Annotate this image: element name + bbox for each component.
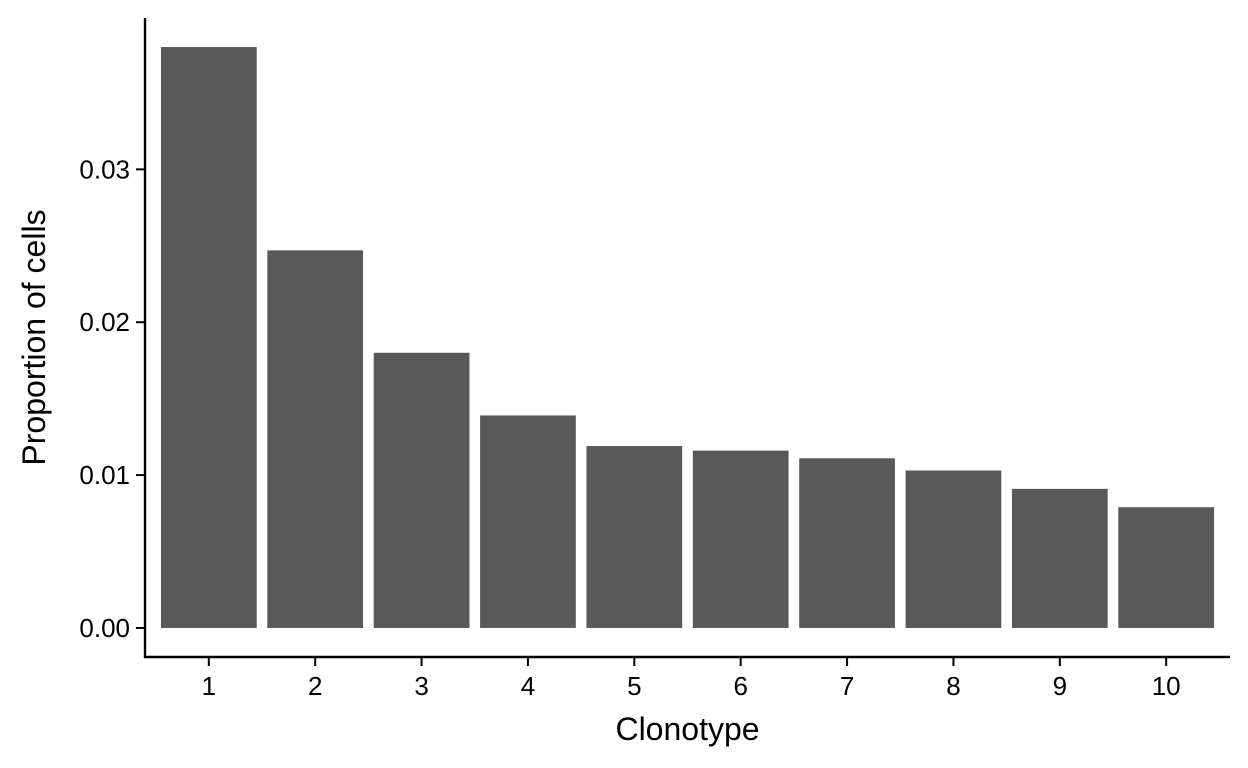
bar-6 xyxy=(692,450,789,628)
bar-8 xyxy=(905,470,1002,628)
bar-10 xyxy=(1118,507,1215,628)
bar-3 xyxy=(373,352,470,628)
y-tick-label: 0.03 xyxy=(79,154,130,184)
x-tick-label: 5 xyxy=(627,671,641,701)
y-axis-ticks: 0.00 0.01 0.02 0.03 xyxy=(79,154,145,643)
x-tick-label: 2 xyxy=(308,671,322,701)
bar-5 xyxy=(586,446,683,628)
y-tick-label: 0.02 xyxy=(79,307,130,337)
x-axis-title: Clonotype xyxy=(615,711,759,747)
x-tick-label: 7 xyxy=(840,671,854,701)
x-tick-label: 4 xyxy=(521,671,535,701)
y-tick-label: 0.01 xyxy=(79,460,130,490)
bar-2 xyxy=(267,250,364,628)
x-tick-label: 8 xyxy=(946,671,960,701)
bar-7 xyxy=(799,458,895,628)
x-tick-label: 6 xyxy=(733,671,747,701)
bar-9 xyxy=(1011,488,1108,628)
x-axis-ticks: 1 2 3 4 5 6 7 8 9 10 xyxy=(202,657,1181,701)
x-tick-label: 10 xyxy=(1152,671,1181,701)
x-tick-label: 3 xyxy=(414,671,428,701)
bars-group xyxy=(160,47,1215,628)
bar-4 xyxy=(480,415,576,628)
x-tick-label: 1 xyxy=(202,671,216,701)
bar-1 xyxy=(160,47,257,628)
x-tick-label: 9 xyxy=(1053,671,1067,701)
y-axis-title: Proportion of cells xyxy=(16,209,52,465)
y-tick-label: 0.00 xyxy=(79,613,130,643)
